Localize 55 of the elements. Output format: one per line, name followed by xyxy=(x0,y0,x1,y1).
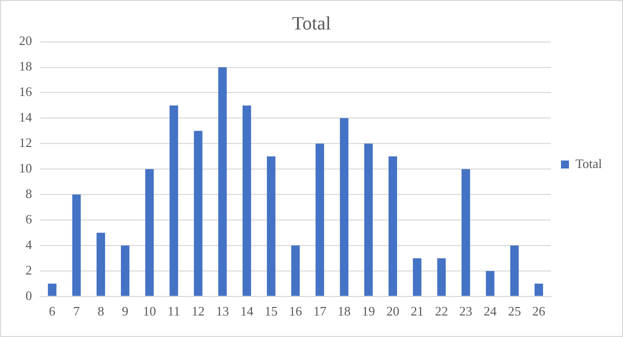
bar xyxy=(388,156,398,296)
x-tick-label: 12 xyxy=(192,304,205,319)
bar xyxy=(340,118,348,296)
x-tick-label: 24 xyxy=(484,304,498,319)
x-tick-label: 14 xyxy=(240,304,254,319)
bar xyxy=(242,105,252,296)
x-tick-label: 20 xyxy=(386,304,400,319)
x-tick-label: 7 xyxy=(73,304,80,319)
x-tick-label: 16 xyxy=(288,304,302,319)
bar xyxy=(364,144,373,296)
bar xyxy=(266,156,276,296)
x-tick-label: 15 xyxy=(264,304,278,319)
bar xyxy=(437,258,446,296)
bar xyxy=(145,169,154,296)
x-tick-label: 9 xyxy=(122,304,128,319)
bar xyxy=(96,232,106,296)
bar xyxy=(462,169,470,296)
y-tick-label: 14 xyxy=(19,110,32,125)
x-tick-label: 22 xyxy=(434,304,448,319)
bar xyxy=(218,67,227,296)
y-tick-label: 20 xyxy=(19,33,32,48)
bar xyxy=(316,144,324,296)
x-tick-label: 25 xyxy=(508,304,521,319)
x-tick-label: 21 xyxy=(410,304,424,319)
x-tick-label: 19 xyxy=(362,304,375,319)
bar xyxy=(486,270,494,296)
bar xyxy=(412,258,422,296)
y-tick-label: 0 xyxy=(26,288,32,303)
bar xyxy=(120,245,130,296)
x-tick-label: 26 xyxy=(532,304,546,319)
x-tick-label: 13 xyxy=(216,304,229,319)
y-tick-label: 2 xyxy=(26,262,32,278)
x-tick-label: 17 xyxy=(313,304,327,319)
x-tick-label: 6 xyxy=(48,304,56,319)
chart-title: Total xyxy=(292,13,331,34)
x-tick-label: 18 xyxy=(338,304,351,319)
y-tick-label: 10 xyxy=(19,160,32,176)
y-tick-label: 4 xyxy=(26,236,32,252)
bar xyxy=(72,194,81,296)
y-tick-label: 12 xyxy=(19,135,32,150)
x-tick-label: 11 xyxy=(168,304,180,319)
bar xyxy=(291,245,300,296)
legend-label: Total xyxy=(575,156,602,171)
bar xyxy=(170,105,178,296)
x-tick-label: 8 xyxy=(98,304,104,319)
x-tick-label: 10 xyxy=(142,304,156,319)
y-tick-label: 8 xyxy=(26,186,32,201)
bar xyxy=(534,284,544,296)
bar xyxy=(194,130,202,296)
bar xyxy=(510,245,519,296)
y-tick-label: 18 xyxy=(19,58,32,74)
y-tick-label: 16 xyxy=(19,84,32,100)
bar xyxy=(48,284,56,296)
y-tick-label: 6 xyxy=(26,211,32,226)
x-tick-label: 23 xyxy=(459,304,472,319)
